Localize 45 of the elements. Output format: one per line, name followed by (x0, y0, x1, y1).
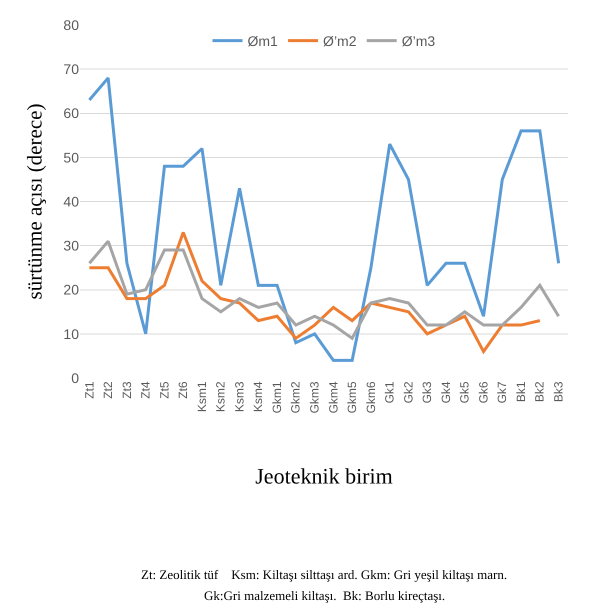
x-tick-label: Zt6 (176, 381, 190, 399)
x-tick-label: Ksm2 (214, 381, 228, 412)
x-tick-label: Zt2 (101, 381, 116, 399)
x-tick-label: Gkm3 (308, 381, 322, 414)
y-axis-title: sürtünme açısı (derece) (22, 104, 47, 300)
x-tick-label: Ksm3 (232, 381, 246, 412)
x-tick-label: Gk2 (401, 381, 416, 404)
x-tick-label: Zt5 (157, 381, 172, 399)
x-tick-label: Zt1 (82, 381, 96, 399)
text: Zt: Zeolitik tüf Ksm: Kiltaşı silttaşı ard. Gkm: Gri yeşil kiltaşı marn. (141, 567, 508, 582)
x-tick-label: Ksm1 (194, 381, 209, 412)
x-axis-title: Jeoteknik birim (255, 463, 393, 488)
x-tick-label: Gk1 (382, 381, 397, 404)
y-tick-label: 30 (63, 238, 80, 254)
x-tick-label: Gk6 (476, 381, 490, 404)
y-tick-label: 20 (63, 282, 80, 298)
y-tick-label: 70 (63, 61, 80, 78)
y-tick-label: 50 (63, 149, 80, 166)
legend-label: Ø’m2 (323, 33, 357, 50)
y-tick-label: 60 (63, 105, 80, 122)
x-tick-label: Bk2 (532, 381, 547, 402)
x-tick-label: Ksm4 (251, 381, 266, 412)
legend-label: Øm1 (248, 33, 278, 50)
x-tick-label: Gkm6 (364, 381, 378, 414)
x-tick-label: Gkm1 (270, 381, 284, 414)
line-series (88, 76, 560, 362)
text: Gk:Gri malzemeli kiltaşı. Bk: Borlu kireçtaşı. (204, 588, 446, 603)
y-tick-label: 80 (63, 16, 80, 33)
x-tick-label: Gk5 (458, 381, 472, 404)
x-tick-label: Zt3 (120, 381, 134, 399)
y-tick-label: 0 (71, 370, 80, 386)
line-series (88, 230, 542, 354)
x-tick-label: Gkm4 (326, 381, 340, 414)
x-tick-label: Gk4 (438, 381, 453, 404)
x-tick-label: Gk3 (420, 381, 434, 404)
x-tick-label: Bk1 (514, 381, 528, 402)
y-tick-label: 40 (63, 193, 80, 210)
x-tick-label: Bk3 (552, 381, 566, 402)
legend-label: Ø’m3 (402, 33, 436, 50)
x-tick-label: Zt4 (138, 381, 153, 399)
y-tick-label: 10 (63, 326, 80, 342)
x-tick-label: Gkm2 (288, 381, 303, 414)
x-tick-label: Gk7 (495, 381, 510, 404)
line-series (88, 240, 560, 340)
x-tick-label: Gkm5 (345, 381, 360, 414)
